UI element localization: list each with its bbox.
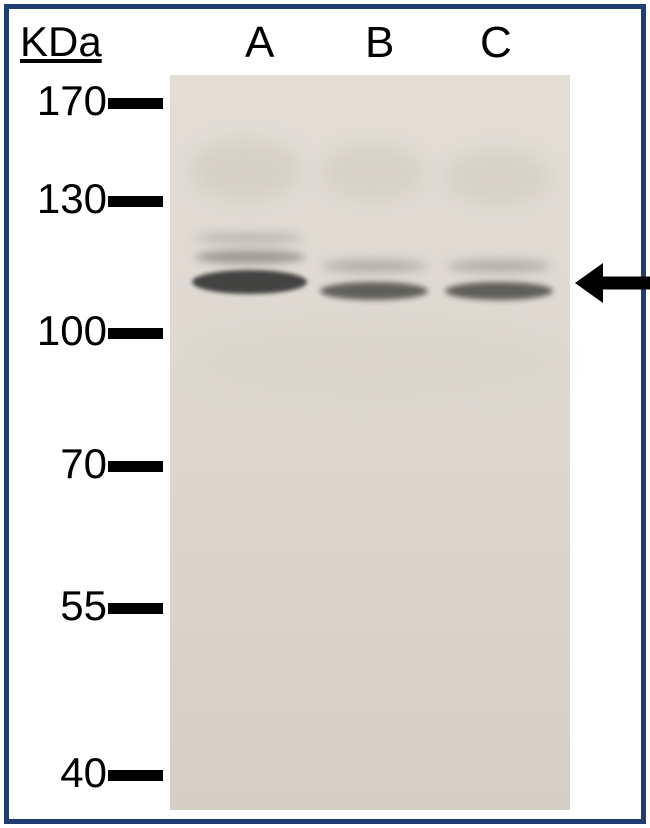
protein-band [192, 270, 307, 294]
mw-label: 55 [12, 582, 107, 630]
mw-tick [108, 98, 163, 109]
protein-band [447, 260, 551, 272]
target-band-arrow [575, 261, 650, 305]
blot-smudge [320, 145, 425, 200]
protein-band [195, 250, 305, 264]
mw-tick [108, 770, 163, 781]
blot-smudge [190, 320, 560, 400]
lane-label: C [480, 18, 512, 68]
protein-band [322, 260, 427, 272]
mw-tick [108, 196, 163, 207]
mw-label: 40 [12, 749, 107, 797]
lane-label: B [365, 18, 394, 68]
protein-band [195, 232, 303, 244]
blot-smudge [190, 140, 300, 200]
protein-band [445, 282, 553, 300]
mw-tick [108, 603, 163, 614]
mw-label: 100 [12, 307, 107, 355]
mw-label: 70 [12, 440, 107, 488]
axis-unit-label: KDa [20, 18, 102, 66]
mw-tick [108, 328, 163, 339]
mw-label: 130 [12, 175, 107, 223]
mw-label: 170 [12, 77, 107, 125]
mw-tick [108, 461, 163, 472]
lane-label: A [245, 18, 274, 68]
blot-smudge [445, 150, 550, 205]
protein-band [320, 282, 428, 300]
